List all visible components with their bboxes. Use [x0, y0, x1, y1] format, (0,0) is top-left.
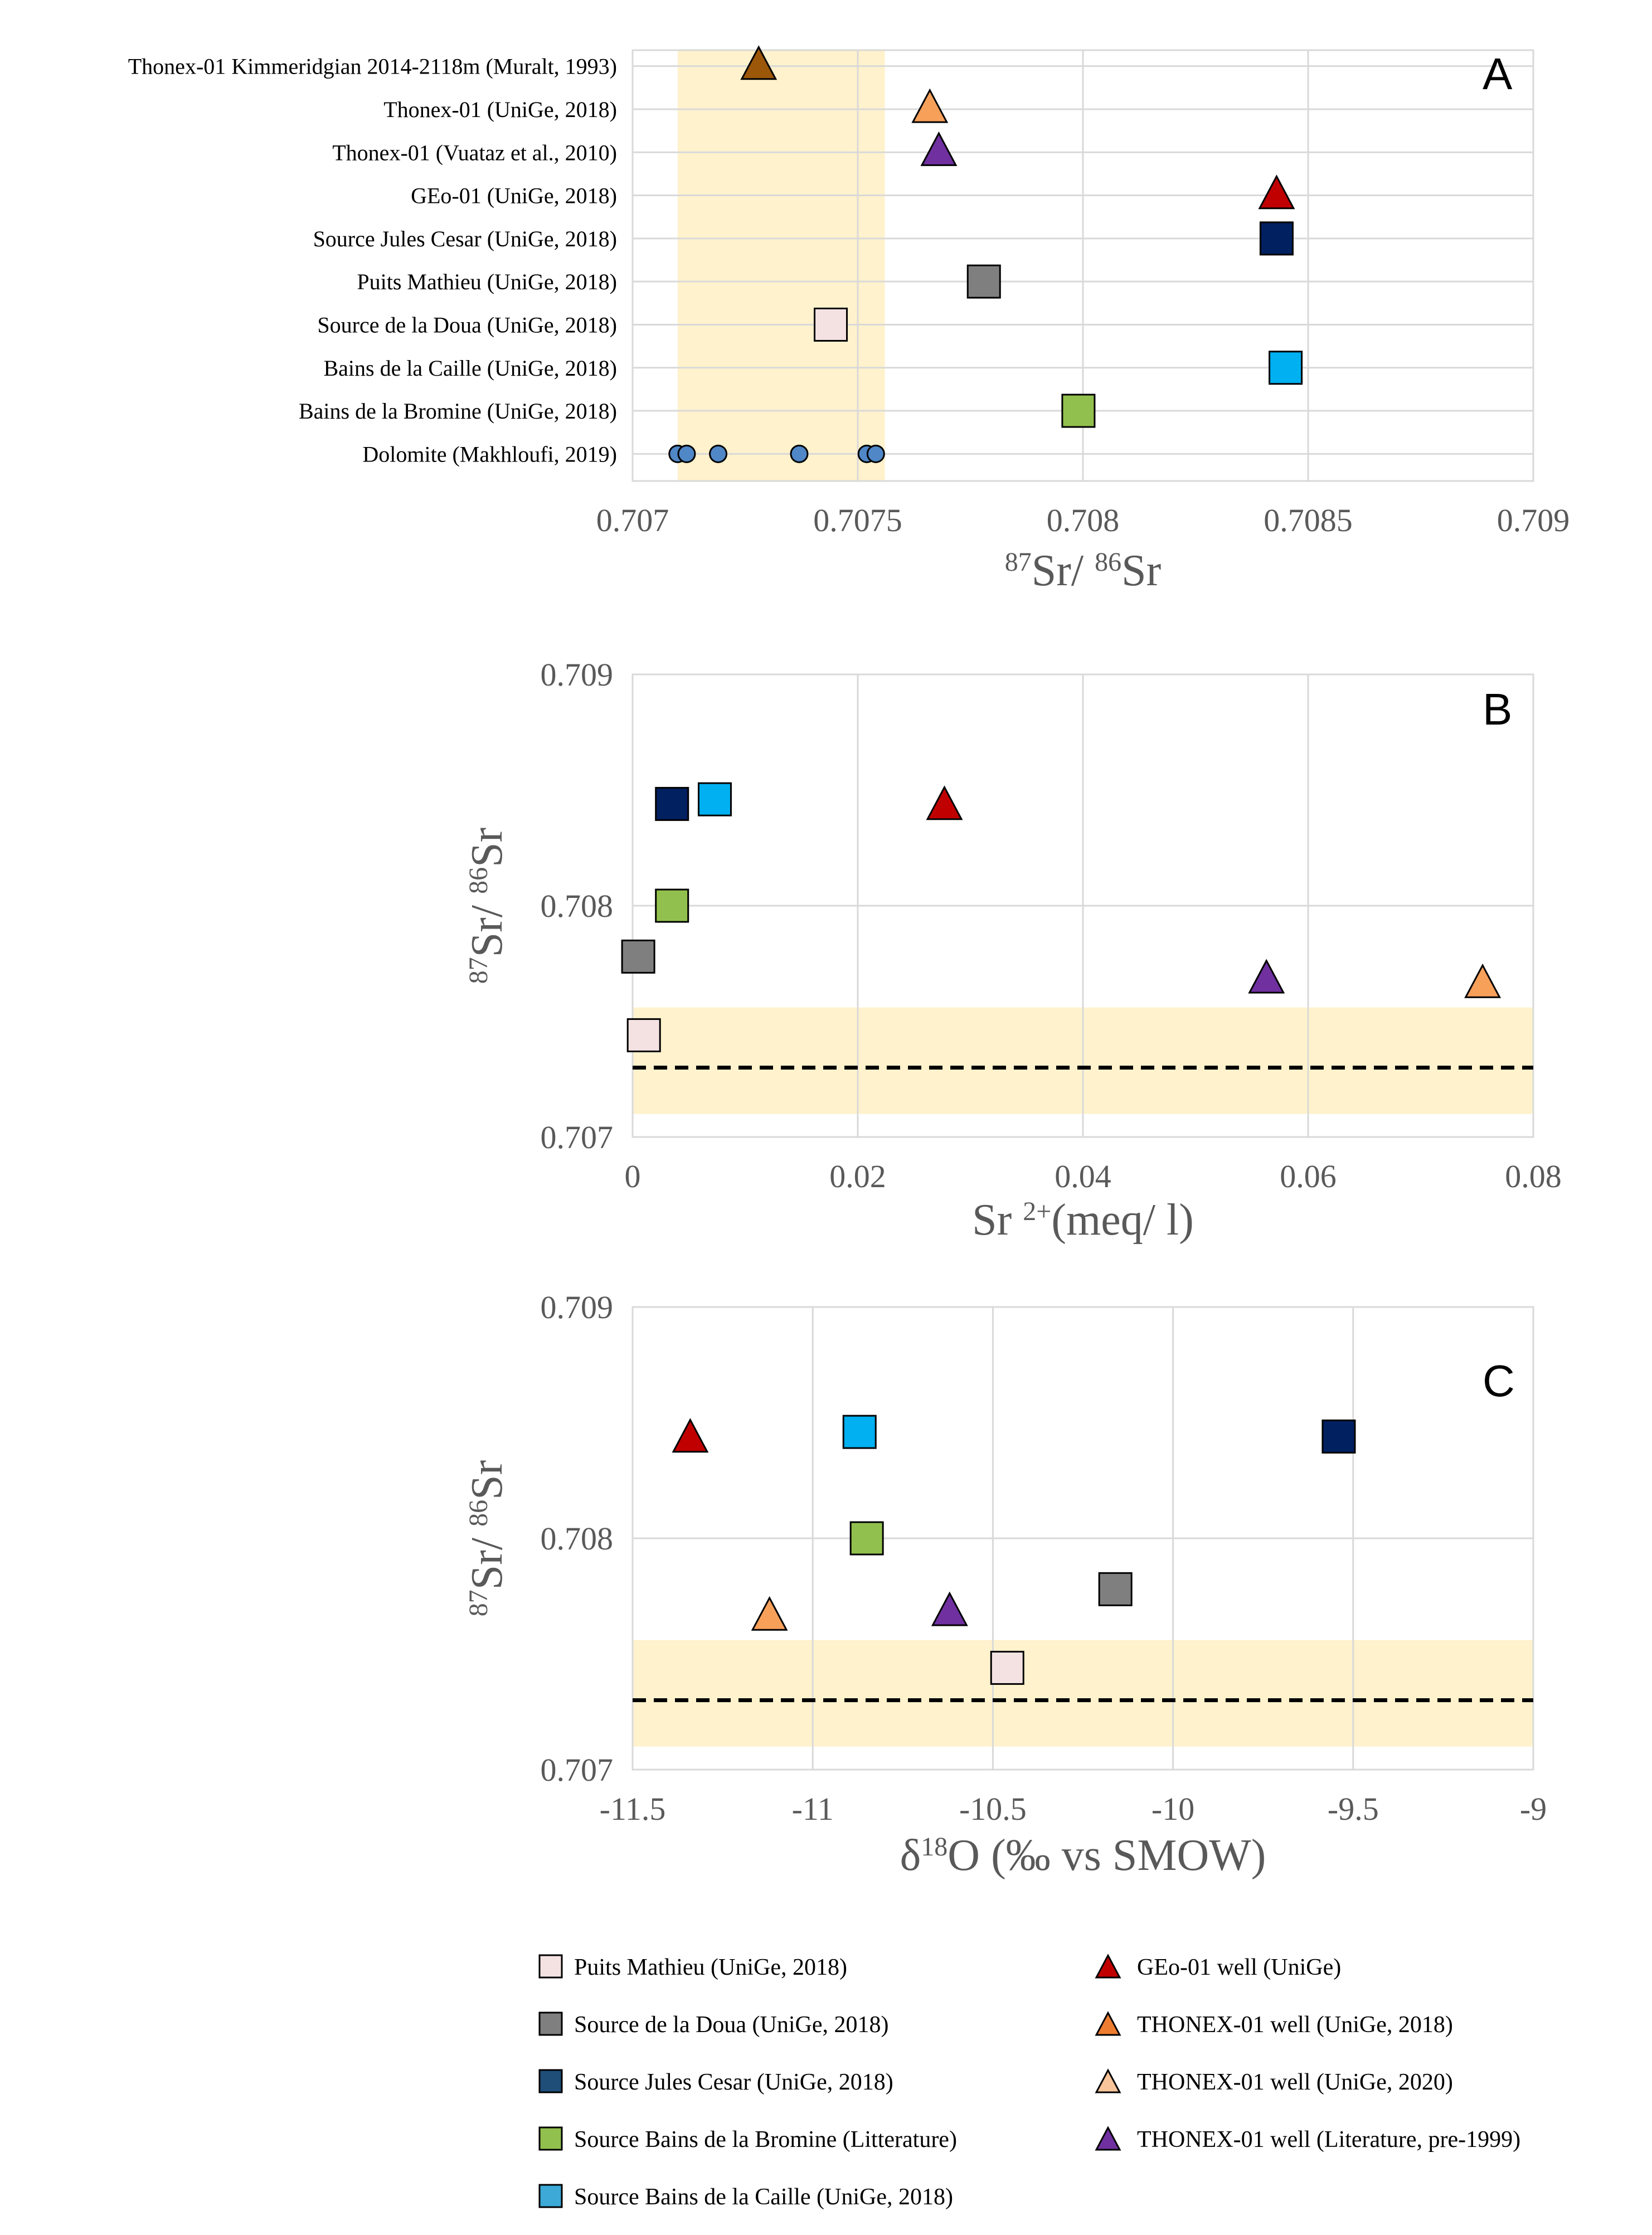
panel-b-point [621, 939, 655, 974]
legend-marker [538, 2069, 563, 2093]
legend-marker [1095, 2126, 1121, 2151]
panel-c-x-tick: -10.5 [959, 1791, 1027, 1827]
panel-c-point [931, 1591, 968, 1626]
panel-b-point [697, 782, 732, 817]
panel-c-letter: C [1483, 1356, 1515, 1406]
panel-a-category-label: Source Jules Cesar (UniGe, 2018) [313, 226, 617, 251]
panel-b-point [655, 786, 689, 821]
panel-c-x-tick: -9.5 [1328, 1791, 1379, 1827]
legend-marker [538, 1954, 563, 1979]
panel-a-point [814, 307, 848, 342]
panel-c-y-tick: 0.709 [541, 1289, 614, 1325]
legend-label: Source Bains de la Bromine (Litterature) [574, 2127, 957, 2153]
panel-a-category-label: Puits Mathieu (UniGe, 2018) [357, 269, 617, 294]
panel-a-x-axis-label: 87Sr/ 86Sr [1005, 546, 1162, 595]
panel-a-x-tick: 0.707 [596, 502, 669, 538]
panel-a-point [740, 45, 778, 80]
panel-a-category-label: Thonex-01 (UniGe, 2018) [383, 97, 617, 122]
panel-a-x-tick: 0.709 [1497, 502, 1570, 538]
panel-b-y-axis-label: 87Sr/ 86Sr [463, 828, 512, 984]
panel-c-point [672, 1418, 709, 1453]
panel-a-point [1061, 393, 1096, 428]
panel-b-point [655, 888, 689, 923]
panel-b: 0 0.02 0.04 0.06 0.08 0.707 0.708 0.709 B Sr 2… [463, 657, 1562, 1245]
legend-label: Source Bains de la Caille (UniGe, 2018) [574, 2184, 953, 2210]
panel-a-x-tick: 0.708 [1047, 502, 1120, 538]
panel-b-y-tick: 0.709 [541, 657, 614, 693]
panel-a-category-label: GEo-01 (UniGe, 2018) [411, 183, 617, 208]
legend-label: Puits Mathieu (UniGe, 2018) [574, 1955, 847, 1980]
panel-a-point [709, 444, 728, 463]
panel-b-y-tick: 0.707 [541, 1119, 614, 1155]
panel-a-point [677, 444, 696, 463]
panel-c-point [1321, 1419, 1356, 1454]
panel-c-x-tick: -11 [792, 1791, 834, 1827]
legend-label: GEo-01 well (UniGe) [1137, 1955, 1341, 1980]
legend: Puits Mathieu (UniGe, 2018) Source de la … [538, 1954, 1520, 2210]
panel-a-point [790, 444, 809, 463]
panel-b-point [1248, 959, 1285, 994]
panel-a-point [1269, 351, 1303, 385]
panel-a-range-band [677, 50, 885, 481]
legend-label: Source de la Doua (UniGe, 2018) [574, 2012, 889, 2038]
panel-a-letter: A [1483, 49, 1513, 99]
panel-c-point [990, 1650, 1024, 1685]
legend-label: THONEX-01 well (UniGe, 2020) [1137, 2069, 1453, 2095]
panel-c-y-tick: 0.708 [541, 1520, 614, 1557]
panel-b-x-tick: 0 [625, 1158, 641, 1194]
panel-c-frame [631, 1306, 1534, 1771]
panel-a-point [966, 264, 1001, 299]
panel-a-point [920, 131, 958, 166]
panel-a-category-label: Dolomite (Makhloufi, 2019) [362, 441, 617, 467]
panel-c-range-band [633, 1640, 1533, 1747]
panel-c-point [849, 1521, 884, 1556]
panel-a-point [866, 444, 885, 463]
panel-c-point [1098, 1572, 1133, 1606]
legend-marker [538, 2184, 563, 2208]
panel-a-point [1258, 174, 1295, 210]
panel-b-frame [631, 673, 1534, 1138]
panel-b-x-tick: 0.08 [1505, 1158, 1562, 1194]
legend-marker [538, 2126, 563, 2151]
panel-b-x-tick: 0.04 [1055, 1158, 1111, 1194]
panel-c-y-axis-label: 87Sr/ 86Sr [463, 1460, 512, 1617]
panel-a-category-label: Source de la Doua (UniGe, 2018) [317, 312, 617, 337]
panel-c-point [751, 1596, 788, 1631]
panel-a-category-label: Bains de la Caille (UniGe, 2018) [323, 356, 617, 381]
panel-b-point [926, 785, 963, 820]
legend-marker [1095, 2011, 1121, 2036]
panel-a-point [911, 88, 949, 123]
panel-b-x-axis-label: Sr 2+(meq/ l) [972, 1196, 1194, 1245]
panel-b-x-tick: 0.06 [1280, 1158, 1337, 1194]
legend-label: THONEX-01 well (Literature, pre-1999) [1137, 2127, 1520, 2153]
legend-marker [1095, 1954, 1121, 1979]
panel-c-point [842, 1415, 877, 1449]
panel-a-category-label: Thonex-01 (Vuataz et al., 2010) [332, 140, 617, 165]
panel-a: Thonex-01 Kimmeridgian 2014-2118m (Mural… [128, 45, 1570, 595]
panel-b-point [1464, 963, 1502, 998]
panel-c-x-tick: -9 [1520, 1791, 1547, 1827]
panel-c-x-axis-label: δ18O (‰ vs SMOW) [900, 1831, 1266, 1880]
panel-c-x-tick: -10 [1151, 1791, 1194, 1827]
panel-a-x-tick: 0.7085 [1264, 502, 1353, 538]
panel-a-frame [631, 49, 1534, 482]
panel-b-x-tick: 0.02 [829, 1158, 886, 1194]
panel-c-x-tick: -11.5 [600, 1791, 666, 1827]
legend-label: THONEX-01 well (UniGe, 2018) [1137, 2012, 1453, 2038]
legend-marker [1095, 2068, 1121, 2093]
legend-marker [538, 2012, 563, 2036]
panel-a-category-label: Bains de la Bromine (UniGe, 2018) [299, 399, 617, 424]
panel-a-x-tick: 0.7075 [813, 502, 902, 538]
panel-b-y-tick: 0.708 [541, 888, 614, 924]
panel-c-y-tick: 0.707 [541, 1752, 614, 1788]
panel-b-point [626, 1018, 661, 1052]
panel-a-point [1259, 221, 1294, 256]
panel-c: -11.5 -11 -10.5 -10 -9.5 -9 0.707 0.708 0.709 C… [463, 1289, 1547, 1880]
panel-a-category-label: Thonex-01 Kimmeridgian 2014-2118m (Mural… [128, 54, 617, 79]
panel-b-letter: B [1483, 684, 1512, 734]
legend-label: Source Jules Cesar (UniGe, 2018) [574, 2069, 893, 2095]
